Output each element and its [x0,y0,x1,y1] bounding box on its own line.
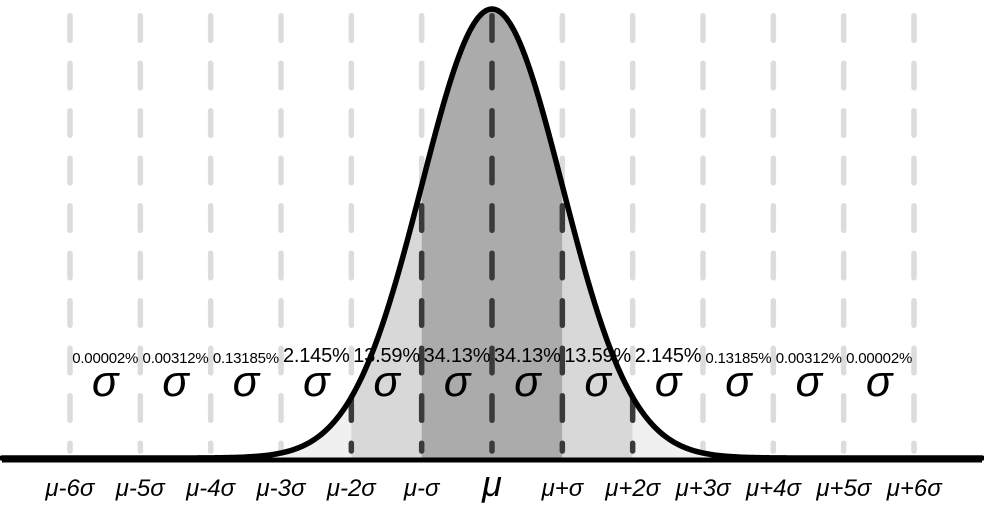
x-axis-label: μ [482,463,502,504]
band-percentage-label: 0.00002% [72,350,139,367]
band-percentage-label: 2.145% [282,345,350,367]
band-sigma-label: σ [91,357,119,406]
x-axis-label: μ-2σ [326,475,376,502]
band-sigma-label: σ [443,357,471,406]
band-sigma-label: σ [302,357,330,406]
band-percentage-label: 34.13% [423,345,491,367]
band-sigma-label: σ [865,357,893,406]
band-percentage-label: 0.00312% [142,350,209,367]
x-axis-label: μ+6σ [886,475,942,502]
x-axis-label: μ-5σ [115,475,165,502]
band-percentage-label: 13.59% [353,345,420,367]
band-percentage-label: 2.145% [634,345,702,367]
band-sigma-label: σ [162,357,189,406]
x-axis-label: μ-3σ [256,475,306,502]
x-axis-label: μ-σ [403,475,440,502]
x-axis-label: μ-6σ [45,475,95,502]
band-sigma-label: σ [795,357,823,406]
x-axis-label: μ+2σ [605,475,661,502]
x-axis-label: μ-4σ [186,475,236,502]
band-percentage-label: 0.13185% [705,350,772,367]
band-percentages-row: 0.00002% 0.00312% 0.13185% 2.145% 13.59% 34.1… [70,344,915,366]
band-sigma-label: σ [725,357,752,406]
band-percentage-label: 13.59% [564,345,632,367]
band-sigma-label: σ [373,357,400,406]
x-axis-label: μ+3σ [675,475,731,502]
band-percentage-label: 0.13185% [212,350,279,367]
band-sigma-label: σ [584,357,611,406]
x-axis-label: μ+4σ [745,475,801,502]
x-axis-label: μ+5σ [816,475,872,502]
band-percentage-label: 0.00312% [775,350,842,367]
band-sigma-label: σ [232,357,260,406]
band-percentage-label: 0.00002% [846,350,913,367]
x-axis-label: μ+σ [541,475,584,502]
band-percentage-label: 34.13% [494,345,561,367]
x-axis-labels-row: μ-6σ μ-5σ μ-4σ μ-3σ μ-2σ μ-σ μ μ+σ μ+2σ μ+3σ μ+4σ μ… [35,462,951,505]
band-sigma-label: σ [514,357,541,406]
band-sigma-label: σ [654,357,682,406]
